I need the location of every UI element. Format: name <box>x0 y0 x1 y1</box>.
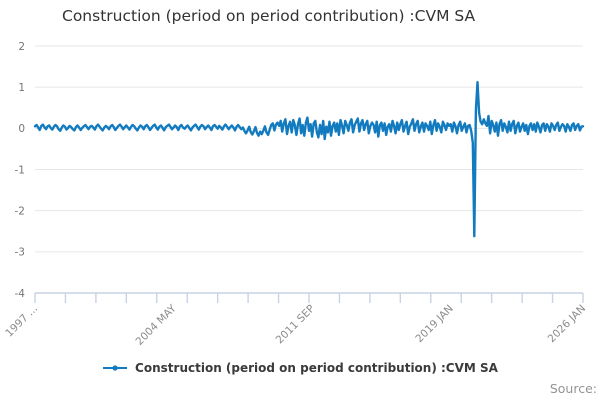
legend-label: Construction (period on period contribut… <box>135 361 498 375</box>
chart-title: Construction (period on period contribut… <box>62 7 476 25</box>
x-axis-tick-label: 2004 MAY <box>134 302 180 348</box>
y-axis-tick-label: -4 <box>15 288 26 300</box>
y-axis-tick-label: -1 <box>15 164 25 176</box>
legend-line-marker-icon <box>103 365 128 371</box>
data-series-line[interactable] <box>33 80 585 238</box>
source-label: Source: <box>549 381 597 396</box>
chart-canvas: 2 1 0 -1 -2 -3 -4 1997 ... 2004 MAY 2011 SEP 2019 … <box>3 41 588 348</box>
y-axis-tick-label: -3 <box>15 247 25 259</box>
y-axis-tick-label: 1 <box>18 82 25 94</box>
legend-item-construction[interactable]: Construction (period on period contribut… <box>102 361 498 375</box>
y-axis-tick-label: 2 <box>18 41 25 53</box>
x-axis-tick-label: 2011 SEP <box>274 303 318 347</box>
y-axis-tick-label: -2 <box>15 205 25 217</box>
x-axis-tick-label: 2019 JAN <box>413 303 455 345</box>
x-axis-tick-label: 1997 ... <box>3 303 40 340</box>
x-axis-tick-label: 2026 JAN <box>546 303 588 345</box>
y-axis-tick-label: 0 <box>18 123 25 135</box>
